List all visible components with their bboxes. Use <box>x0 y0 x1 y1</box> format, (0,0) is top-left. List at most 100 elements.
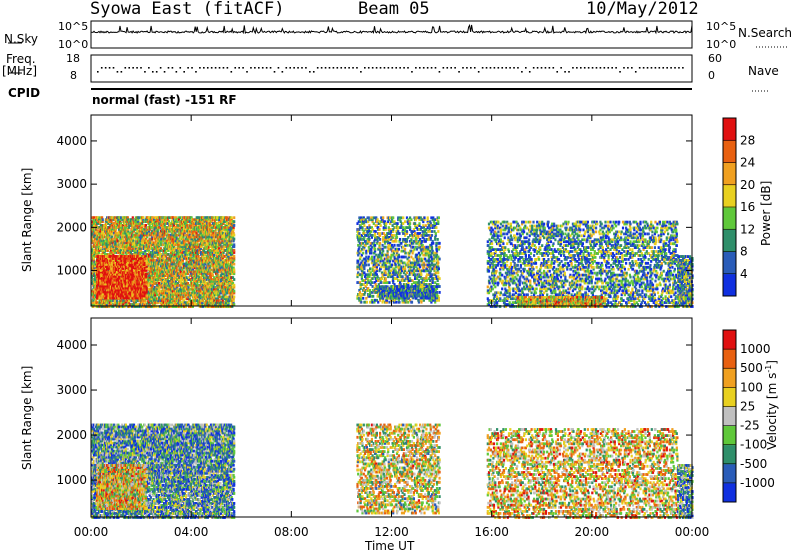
echo-cell <box>105 241 108 245</box>
echo-cell <box>180 256 183 260</box>
echo-cell <box>122 235 126 239</box>
echo-cell <box>174 216 178 220</box>
freq-dot <box>458 71 460 73</box>
echo-cell <box>154 266 158 270</box>
echo-cell <box>178 272 181 276</box>
echo-cell <box>183 270 186 274</box>
echo-cell <box>139 247 142 250</box>
echo-cell <box>93 245 96 249</box>
echo-cell <box>137 222 140 225</box>
echo-cell <box>94 237 97 241</box>
echo-cell <box>157 262 160 266</box>
echo-cell <box>184 247 188 250</box>
echo-cell <box>164 293 168 297</box>
echo-cell <box>176 268 179 272</box>
echo-cell <box>146 245 149 249</box>
echo-cell <box>106 253 109 256</box>
echo-cell <box>151 247 154 250</box>
echo-cell <box>166 231 169 235</box>
echo-cell <box>160 224 163 227</box>
echo-cell <box>106 235 109 239</box>
echo-cell <box>102 245 106 249</box>
echo-cell <box>109 249 112 252</box>
freq-dot <box>344 67 346 69</box>
echo-cell <box>136 227 139 231</box>
freq-dot <box>544 67 547 69</box>
echo-cell <box>135 245 138 249</box>
echo-cell <box>141 299 144 303</box>
echo-cell <box>169 303 173 306</box>
echo-cell <box>91 274 94 277</box>
echo-cell <box>122 241 125 245</box>
echo-cell <box>97 245 101 249</box>
echo-cell <box>117 226 120 229</box>
nave-label: Nave <box>748 64 779 78</box>
echo-cell <box>154 251 158 254</box>
echo-cell <box>184 239 188 243</box>
freq-dot <box>627 67 629 69</box>
echo-cell <box>185 303 188 306</box>
echo-cell <box>102 226 106 229</box>
echo-cell <box>153 258 156 262</box>
echo-cell <box>159 289 163 293</box>
echo-cell <box>159 243 163 247</box>
echo-cell <box>161 278 164 281</box>
echo-cell <box>181 283 184 287</box>
echo-cell <box>142 253 145 256</box>
echo-cell <box>172 266 175 270</box>
echo-cell <box>96 241 99 245</box>
echo-cell <box>133 243 136 247</box>
freq-dot <box>281 71 284 73</box>
freq-dot <box>548 67 551 69</box>
echo-cell <box>183 243 186 247</box>
echo-cell <box>166 289 169 293</box>
echo-cell <box>169 301 172 305</box>
echo-cell <box>97 283 100 287</box>
echo-cell <box>181 229 184 233</box>
echo-cell <box>122 299 125 303</box>
echo-cell <box>95 301 98 305</box>
echo-cell <box>145 245 148 249</box>
echo-cell <box>95 253 98 256</box>
echo-cell <box>125 253 128 256</box>
echo-cell <box>148 293 151 297</box>
freq-dot <box>407 67 409 69</box>
echo-cell <box>120 233 123 237</box>
freq-dot <box>167 67 170 69</box>
echo-cell <box>159 256 162 260</box>
echo-cell <box>96 218 99 222</box>
echo-cell <box>173 243 176 247</box>
echo-cell <box>155 216 158 220</box>
echo-cell <box>114 243 117 247</box>
echo-cell <box>173 301 176 305</box>
echo-cell <box>179 270 183 274</box>
freq-dot <box>108 67 111 69</box>
echo-cell <box>154 295 157 299</box>
echo-cell <box>149 282 152 285</box>
freq-dot <box>497 67 500 69</box>
echo-cell <box>148 231 151 235</box>
echo-cell <box>112 247 115 250</box>
echo-cell <box>166 239 169 243</box>
echo-cell <box>184 253 187 256</box>
echo-cell <box>106 229 109 233</box>
echo-cell <box>117 229 121 233</box>
echo-cell <box>151 224 154 227</box>
echo-cell <box>161 233 164 237</box>
echo-cell <box>148 243 151 247</box>
echo-cell <box>179 282 183 285</box>
echo-cell <box>161 274 164 277</box>
echo-cell <box>91 260 94 264</box>
echo-cell <box>181 233 184 237</box>
echo-cell <box>156 251 159 254</box>
echo-cell <box>159 235 162 239</box>
echo-cell <box>164 229 168 233</box>
freq-dot <box>434 67 437 69</box>
echo-cell <box>174 280 178 283</box>
echo-cell <box>155 276 158 279</box>
echo-cell <box>131 235 134 239</box>
freq-dot <box>595 67 598 69</box>
freq-dot <box>356 67 358 69</box>
echo-cell <box>106 222 109 225</box>
echo-cell <box>185 270 188 274</box>
